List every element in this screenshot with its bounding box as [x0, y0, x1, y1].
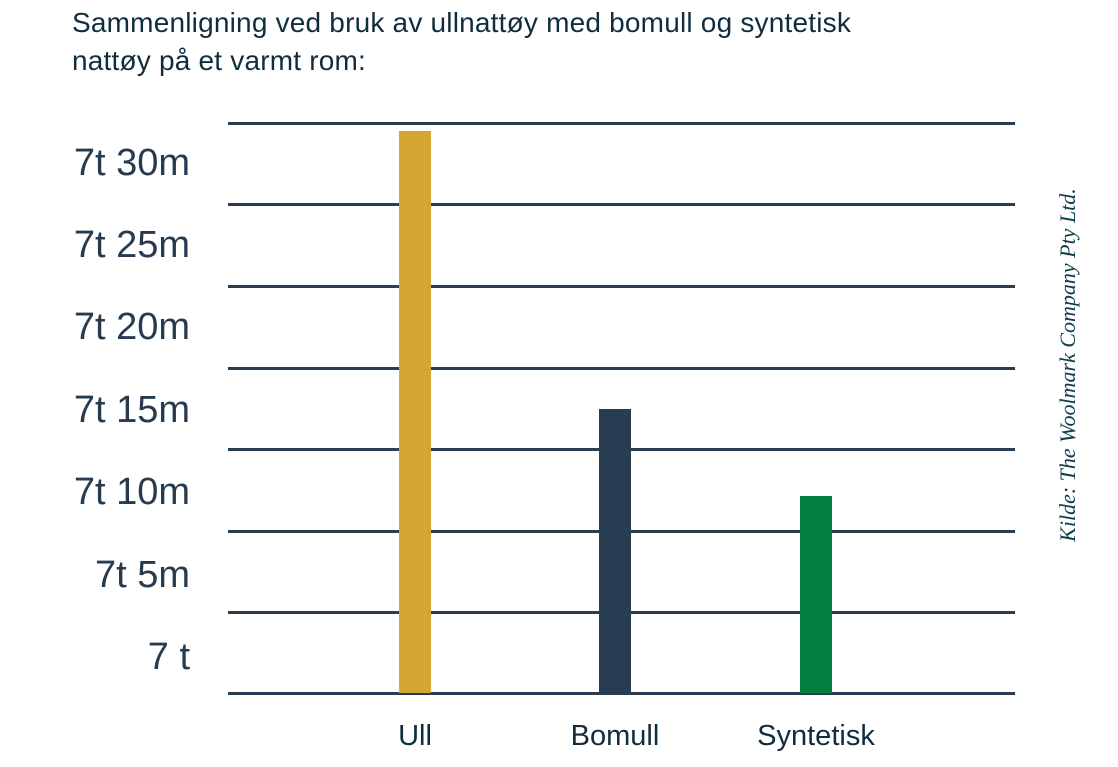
- x-axis-baseline: [228, 692, 1015, 695]
- y-tick-label: 7t 20m: [73, 306, 190, 348]
- bar-ull: [399, 131, 431, 693]
- gridline: [228, 367, 1015, 370]
- y-tick-label: 7t 10m: [73, 471, 190, 513]
- y-tick-label: 7t 30m: [73, 142, 190, 184]
- x-tick-label-bomull: Bomull: [570, 720, 660, 752]
- gridline: [228, 203, 1015, 206]
- gridline: [228, 122, 1015, 125]
- y-tick-label: 7t 5m: [94, 554, 190, 596]
- source-annotation: Kilde: The Woolmark Company Pty Ltd.: [1055, 188, 1080, 542]
- y-tick-label: 7t 25m: [73, 224, 190, 266]
- bar-syntetisk: [800, 496, 832, 693]
- gridline: [228, 285, 1015, 288]
- chart-title-line-1: Sammenligning ved bruk av ullnattøy med …: [72, 7, 852, 38]
- bar-bomull: [599, 409, 631, 693]
- x-tick-label-syntetisk: Syntetisk: [757, 720, 875, 752]
- x-tick-label-ull: Ull: [398, 720, 432, 752]
- chart-title-line-2: nattøy på et varmt rom:: [72, 45, 367, 76]
- y-tick-label: 7t 15m: [73, 389, 190, 431]
- chart-title: Sammenligning ved bruk av ullnattøy med …: [72, 4, 1032, 80]
- y-tick-label: 7 t: [147, 636, 190, 678]
